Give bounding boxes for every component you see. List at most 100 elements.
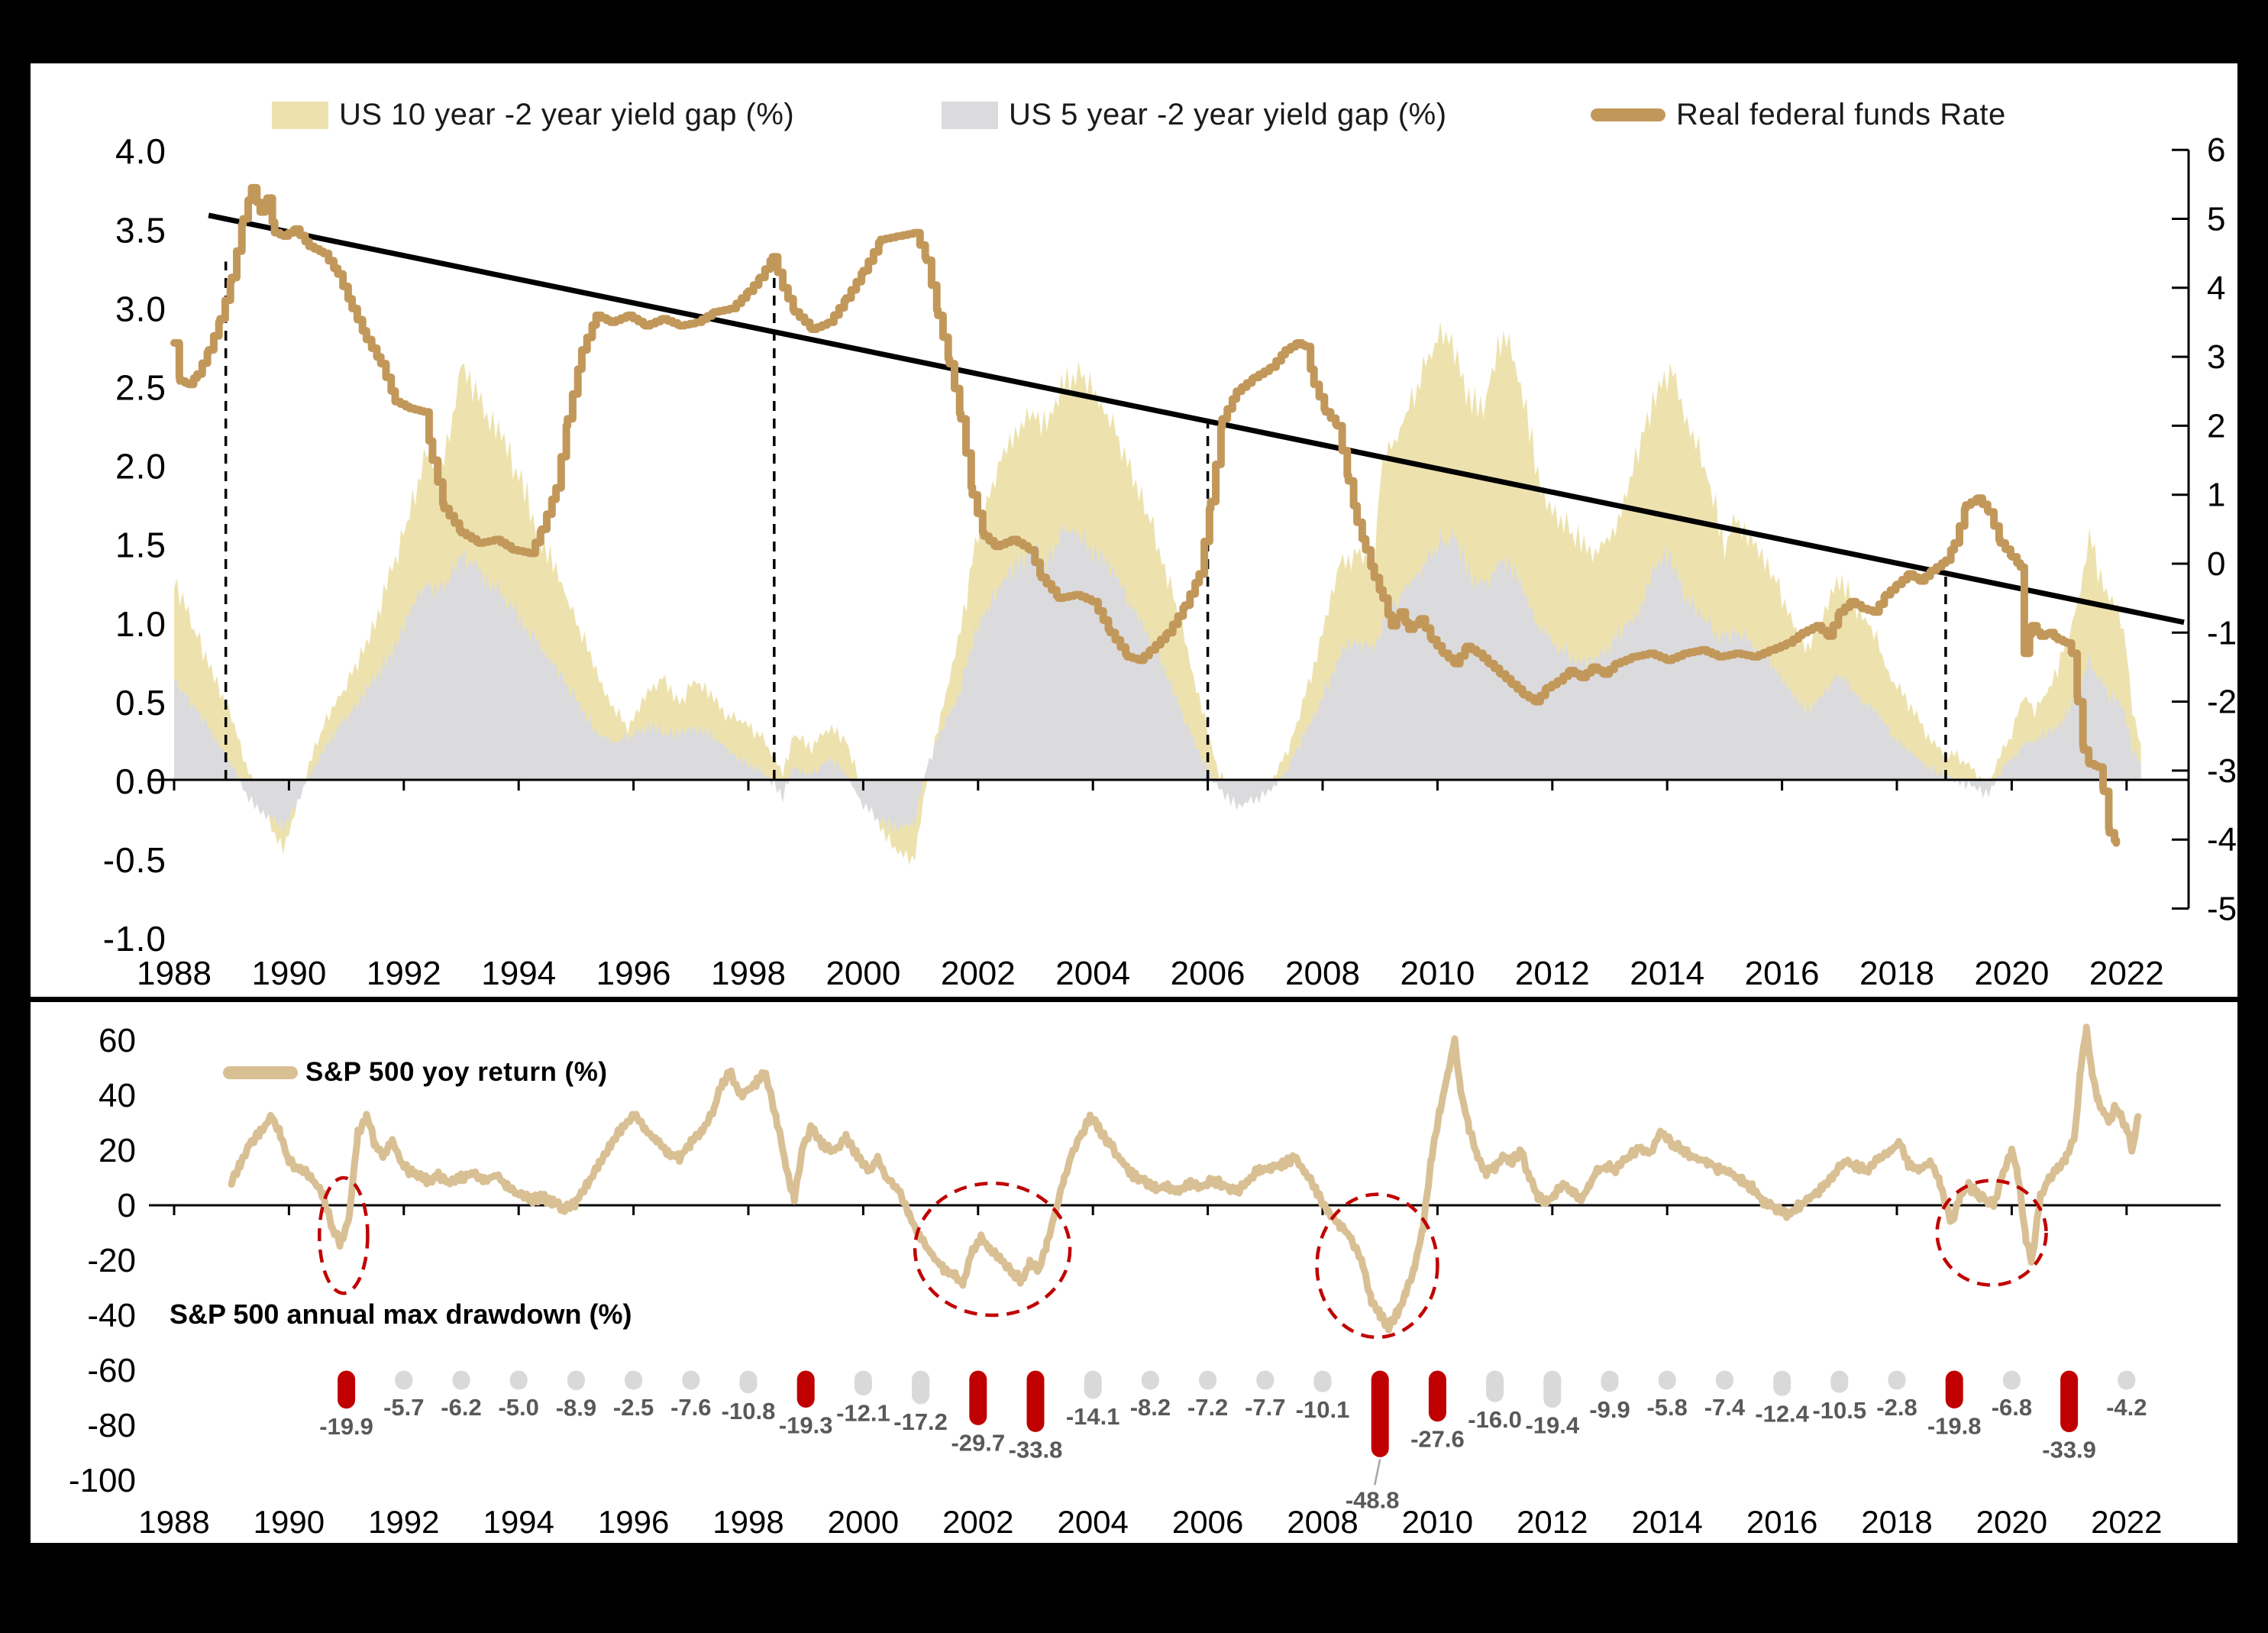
drawdown-value-label: -12.4 [1755, 1400, 1809, 1427]
right-axis-tick-label: 6 [2207, 131, 2225, 169]
bottom-year-label: 1992 [368, 1504, 439, 1540]
left-axis-tick-label: 0.0 [115, 762, 166, 801]
left-axis-tick-label: 4.0 [115, 131, 166, 171]
top-year-label: 1990 [251, 955, 326, 992]
drawdown-value-label: -4.2 [2106, 1394, 2147, 1421]
yield-gap-chart-canvas: 6 5 4 3 2 1 0 -1 -2 -3 -4 -5 4.0 3.5 3.0 2.5 2.0 1.5 1.0 0.… [103, 131, 2237, 992]
drawdown-value-label: -27.6 [1410, 1426, 1465, 1453]
right-axis-tick-label: -2 [2207, 684, 2237, 721]
drawdown-value-label: -5.0 [498, 1394, 538, 1421]
drawdown-highlight-ellipse [318, 1175, 370, 1295]
drawdown-value-label: -33.8 [1009, 1436, 1063, 1463]
top-year-label: 2020 [1974, 955, 2049, 992]
left-axis: 4.0 3.5 3.0 2.5 2.0 1.5 1.0 0.5 0.0 -0.5 -1.0 [103, 131, 166, 959]
right-axis-tick-label: 5 [2207, 201, 2225, 238]
bottom-year-label: 1998 [712, 1504, 783, 1540]
bottom-year-label: 2010 [1402, 1504, 1473, 1540]
drawdown-value-label: -10.8 [722, 1398, 776, 1424]
left-axis-tick-label: 3.5 [115, 210, 166, 250]
left-axis-tick-label: -0.5 [103, 840, 166, 880]
top-year-label: 2010 [1400, 955, 1475, 992]
right-axis-tick-label: -5 [2207, 891, 2237, 928]
top-year-label: 2002 [941, 955, 1016, 992]
bottom-year-label: 2014 [1631, 1504, 1702, 1540]
bottom-year-label: 2004 [1057, 1504, 1128, 1540]
drawdown-value-label: -48.8 [1346, 1486, 1400, 1513]
legend-label-10y2y: US 10 year -2 year yield gap (%) [339, 98, 795, 131]
brown-line-swatch [1591, 108, 1665, 121]
bottom-year-label: 2008 [1287, 1504, 1358, 1540]
bottom-y-tick-label: 60 [99, 1022, 136, 1059]
drawdown-value-label: -10.1 [1296, 1396, 1350, 1423]
drawdown-value-label: -2.5 [613, 1394, 654, 1421]
legend-item-real-ffr: Real federal funds Rate [1591, 98, 2006, 132]
left-axis-tick-label: 1.0 [115, 604, 166, 644]
drawdown-value-label: -29.7 [951, 1429, 1005, 1456]
sp500-chart-canvas: 60 40 20 0 -20 -40 -60 -80 -100 -19.9 -5.7 -6.2 -5.0… [69, 1022, 2221, 1540]
drawdown-value-label: -19.9 [319, 1413, 373, 1440]
trend-line [208, 212, 2185, 626]
bottom-y-tick-label: -20 [87, 1242, 136, 1279]
sp500-line-swatch [223, 1065, 298, 1079]
top-year-label: 1998 [711, 955, 786, 992]
drawdown-value-label: -7.2 [1187, 1394, 1228, 1421]
bottom-year-label: 2012 [1517, 1504, 1588, 1540]
drawdown-value-label: -5.7 [383, 1394, 424, 1421]
drawdown-value-label: -2.8 [1876, 1394, 1917, 1421]
bottom-year-label: 2018 [1861, 1504, 1932, 1540]
drawdown-value-label: -7.4 [1704, 1394, 1746, 1421]
bottom-year-label: 1996 [598, 1504, 669, 1540]
top-year-label: 1996 [596, 955, 671, 992]
drawdown-value-label: -6.8 [1992, 1394, 2032, 1421]
left-axis-tick-label: 2.5 [115, 368, 166, 408]
drawdown-value-label: -17.2 [893, 1408, 948, 1435]
drawdown-value-label: -7.6 [670, 1394, 711, 1421]
drawdown-value-label: -8.2 [1130, 1394, 1171, 1421]
drawdown-value-label: -7.7 [1245, 1394, 1285, 1421]
drawdown-value-label: -16.0 [1468, 1406, 1522, 1433]
top-year-label: 2012 [1515, 955, 1590, 992]
left-axis-tick-label: -1.0 [103, 919, 166, 959]
drawdown-highlight-ellipse [913, 1181, 1072, 1318]
right-axis-tick-label: -3 [2207, 752, 2237, 790]
drawdown-value-label: -19.8 [1927, 1413, 1982, 1440]
drawdown-highlight-ellipse [1315, 1192, 1439, 1340]
legend-label-5y2y: US 5 year -2 year yield gap (%) [1009, 98, 1447, 131]
tan-area-swatch [272, 101, 328, 129]
top-year-label: 2014 [1630, 955, 1704, 992]
bottom-year-label: 1990 [254, 1504, 325, 1540]
left-axis-tick-label: 0.5 [115, 683, 166, 723]
legend-label-real-ffr: Real federal funds Rate [1676, 98, 2006, 131]
bottom-year-label: 2006 [1172, 1504, 1243, 1540]
drawdown-value-label: -33.9 [2042, 1437, 2096, 1463]
right-axis-tick-label: 1 [2207, 477, 2225, 514]
right-axis-tick-label: 3 [2207, 338, 2225, 376]
bottom-y-tick-label: 0 [118, 1187, 136, 1224]
drawdown-value-label: -8.9 [556, 1395, 596, 1421]
top-year-label: 2022 [2089, 955, 2164, 992]
bottom-year-label: 2022 [2091, 1504, 2162, 1540]
bottom-y-tick-label: 40 [99, 1077, 136, 1114]
legend-label-sp500-yoy: S&P 500 yoy return (%) [305, 1057, 608, 1087]
bottom-x-axis [149, 1204, 2221, 1215]
top-year-label: 2000 [825, 955, 900, 992]
left-axis-tick-label: 3.0 [115, 289, 166, 328]
right-axis: 6 5 4 3 2 1 0 -1 -2 -3 -4 -5 [2172, 131, 2237, 928]
top-year-label: 1992 [367, 955, 441, 992]
drawdown-value-label: -9.9 [1589, 1396, 1630, 1423]
bottom-year-label: 1994 [483, 1504, 554, 1540]
left-axis-tick-label: 2.0 [115, 447, 166, 487]
bottom-year-label: 2000 [828, 1504, 899, 1540]
right-axis-tick-label: -4 [2207, 821, 2237, 859]
bottom-y-tick-label: -60 [87, 1352, 136, 1389]
gray-area-swatch [942, 101, 998, 129]
bottom-y-tick-label: -40 [87, 1297, 136, 1334]
drawdown-title: S&P 500 annual max drawdown (%) [170, 1298, 632, 1330]
top-year-label: 2016 [1745, 955, 1820, 992]
drawdown-value-label: -19.3 [779, 1411, 833, 1438]
drawdown-value-label: -5.8 [1646, 1394, 1687, 1421]
top-year-label: 2018 [1859, 955, 1934, 992]
legend-item-5y2y: US 5 year -2 year yield gap (%) [942, 98, 1447, 132]
top-year-label: 1994 [481, 955, 556, 992]
